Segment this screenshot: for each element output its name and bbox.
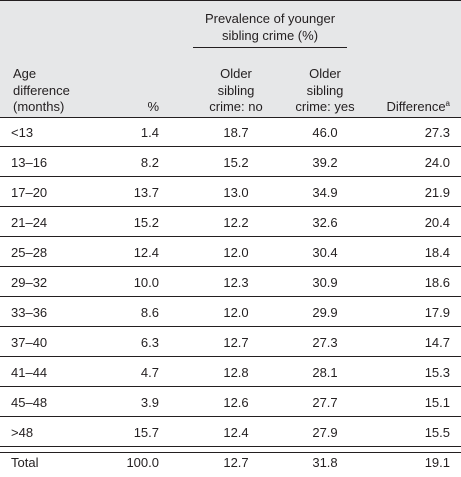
cell-diff: 18.4 <box>424 245 450 260</box>
cell-pct: 15.2 <box>133 215 159 230</box>
cell-yes: 30.4 <box>312 245 338 260</box>
cell-no: 12.0 <box>223 305 249 320</box>
cell-pct: 100.0 <box>126 455 159 470</box>
row-divider <box>0 326 461 327</box>
cell-yes: 30.9 <box>312 275 338 290</box>
spanner-rule <box>193 47 347 48</box>
cell-diff: 19.1 <box>424 455 450 470</box>
cell-no: 18.7 <box>223 125 249 140</box>
cell-no: 12.0 <box>223 245 249 260</box>
cell-diff: 20.4 <box>424 215 450 230</box>
row-divider <box>0 356 461 357</box>
cell-pct: 10.0 <box>133 275 159 290</box>
cell-pct: 1.4 <box>140 125 159 140</box>
cell-no: 12.6 <box>223 395 249 410</box>
table-row: 45–48 3.9 12.6 27.7 15.1 <box>0 387 461 417</box>
cell-no: 12.7 <box>223 455 249 470</box>
cell-age: 17–20 <box>11 185 48 200</box>
row-divider <box>0 236 461 237</box>
cell-pct: 8.6 <box>140 305 159 320</box>
older-sibling-yes-header: Older sibling crime: yes <box>295 66 355 114</box>
cell-pct: 4.7 <box>140 365 159 380</box>
cell-pct: 13.7 <box>133 185 159 200</box>
cell-diff: 17.9 <box>424 305 450 320</box>
table-row: 29–32 10.0 12.3 30.9 18.6 <box>0 267 461 297</box>
cell-age: 13–16 <box>11 155 48 170</box>
prevalence-spanner-header: Prevalence of younger sibling crime (%) <box>204 11 336 43</box>
cell-age: <13 <box>11 125 34 140</box>
cell-age: Total <box>11 455 39 470</box>
age-difference-header: Age difference (months) <box>13 66 70 114</box>
cell-pct: 6.3 <box>140 335 159 350</box>
cell-diff: 15.3 <box>424 365 450 380</box>
cell-diff: 24.0 <box>424 155 450 170</box>
row-divider <box>0 146 461 147</box>
difference-header: Differencea <box>386 99 450 114</box>
cell-no: 12.7 <box>223 335 249 350</box>
cell-no: 12.8 <box>223 365 249 380</box>
row-divider <box>0 446 461 447</box>
cell-yes: 32.6 <box>312 215 338 230</box>
table-row: 13–16 8.2 15.2 39.2 24.0 <box>0 147 461 177</box>
cell-no: 13.0 <box>223 185 249 200</box>
table-row: 41–44 4.7 12.8 28.1 15.3 <box>0 357 461 387</box>
row-divider <box>0 386 461 387</box>
cell-yes: 34.9 <box>312 185 338 200</box>
cell-age: 41–44 <box>11 365 48 380</box>
row-divider <box>0 266 461 267</box>
row-divider <box>0 176 461 177</box>
cell-diff: 14.7 <box>424 335 450 350</box>
footnote-marker: a <box>445 99 450 108</box>
row-divider <box>0 296 461 297</box>
older-sibling-no-header: Older sibling crime: no <box>209 66 263 114</box>
top-rule <box>0 0 461 1</box>
table-row: 21–24 15.2 12.2 32.6 20.4 <box>0 207 461 237</box>
cell-yes: 39.2 <box>312 155 338 170</box>
cell-pct: 12.4 <box>133 245 159 260</box>
cell-pct: 3.9 <box>140 395 159 410</box>
cell-yes: 31.8 <box>312 455 338 470</box>
cell-age: 21–24 <box>11 215 48 230</box>
row-divider <box>0 416 461 417</box>
table-row: <13 1.4 18.7 46.0 27.3 <box>0 117 461 147</box>
cell-yes: 28.1 <box>312 365 338 380</box>
cell-yes: 27.9 <box>312 425 338 440</box>
cell-pct: 8.2 <box>140 155 159 170</box>
cell-age: 29–32 <box>11 275 48 290</box>
cell-no: 15.2 <box>223 155 249 170</box>
cell-no: 12.4 <box>223 425 249 440</box>
table-row: 37–40 6.3 12.7 27.3 14.7 <box>0 327 461 357</box>
table-row: 17–20 13.7 13.0 34.9 21.9 <box>0 177 461 207</box>
cell-diff: 15.5 <box>424 425 450 440</box>
table-row: >48 15.7 12.4 27.9 15.5 <box>0 417 461 447</box>
table-header <box>0 0 461 117</box>
header-rule <box>0 117 461 118</box>
row-divider <box>0 206 461 207</box>
cell-age: >48 <box>11 425 34 440</box>
cell-yes: 29.9 <box>312 305 338 320</box>
cell-age: 37–40 <box>11 335 48 350</box>
cell-no: 12.2 <box>223 215 249 230</box>
cell-diff: 21.9 <box>424 185 450 200</box>
table-row: 33–36 8.6 12.0 29.9 17.9 <box>0 297 461 327</box>
percent-header: % <box>147 99 159 114</box>
cell-no: 12.3 <box>223 275 249 290</box>
cell-diff: 18.6 <box>424 275 450 290</box>
cell-yes: 27.3 <box>312 335 338 350</box>
cell-age: 33–36 <box>11 305 48 320</box>
cell-yes: 46.0 <box>312 125 338 140</box>
cell-age: 45–48 <box>11 395 48 410</box>
cell-age: 25–28 <box>11 245 48 260</box>
cell-diff: 15.1 <box>424 395 450 410</box>
cell-pct: 15.7 <box>133 425 159 440</box>
cell-diff: 27.3 <box>424 125 450 140</box>
cell-yes: 27.7 <box>312 395 338 410</box>
table-row: 25–28 12.4 12.0 30.4 18.4 <box>0 237 461 267</box>
